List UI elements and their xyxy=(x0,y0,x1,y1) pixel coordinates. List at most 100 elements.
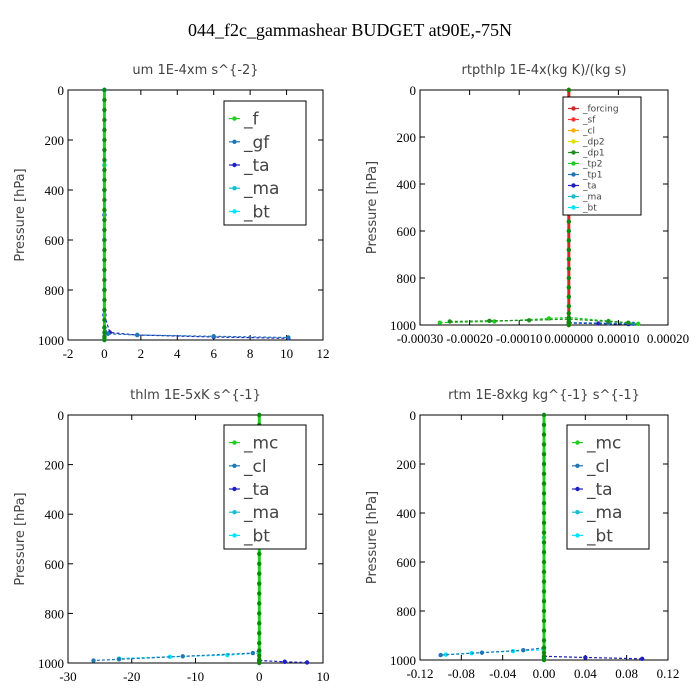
data-point xyxy=(541,608,547,614)
data-point xyxy=(541,481,547,486)
x-tick-label: 6 xyxy=(210,346,217,361)
y-axis-label: Pressure [hPa] xyxy=(365,161,380,254)
data-point xyxy=(541,579,547,584)
x-tick-label: -0.00030 xyxy=(397,331,444,346)
data-point xyxy=(541,645,547,650)
data-point xyxy=(487,318,492,323)
y-axis-label: Pressure [hPa] xyxy=(13,168,28,261)
legend-box xyxy=(562,96,642,216)
data-point xyxy=(447,319,452,324)
data-point xyxy=(167,654,173,659)
legend-label: _mc xyxy=(586,434,621,454)
x-tick-label: 0.04 xyxy=(574,666,597,681)
data-point xyxy=(257,571,262,576)
data-point xyxy=(541,530,547,535)
legend-label: _mc xyxy=(243,434,278,454)
data-point xyxy=(541,412,547,418)
legend-marker xyxy=(575,440,580,445)
legend-label: _cl xyxy=(243,457,267,477)
legend-label: _bt xyxy=(243,202,270,222)
data-point xyxy=(541,510,547,516)
x-tick-label: -0.08 xyxy=(448,666,475,681)
data-point xyxy=(541,638,547,643)
data-point xyxy=(102,277,107,283)
chart-title: um 1E-4xm s^{-2} xyxy=(132,63,258,78)
y-tick-label: 0 xyxy=(410,83,417,98)
data-point xyxy=(102,207,107,213)
data-point xyxy=(180,654,185,659)
data-point xyxy=(102,237,107,243)
legend-marker xyxy=(232,116,237,121)
data-point xyxy=(102,87,107,93)
x-tick-label: 2 xyxy=(138,346,145,361)
data-point xyxy=(566,266,571,271)
x-tick-label: 12 xyxy=(317,346,330,361)
series-line-tp2 xyxy=(439,316,639,325)
data-point xyxy=(541,559,547,565)
legend-marker xyxy=(571,117,576,122)
data-point xyxy=(566,228,571,234)
data-point xyxy=(102,337,107,343)
chart-panel-rtm: rtm 1E-8xkg kg^{-1} s^{-1} Pressure [hPa]… xyxy=(365,388,679,681)
series-line-tp1 xyxy=(568,322,634,325)
data-point xyxy=(211,334,216,339)
data-point xyxy=(541,442,547,447)
y-tick-label: 1000 xyxy=(390,653,416,668)
x-tick-label: 8 xyxy=(247,346,254,361)
data-point xyxy=(443,652,449,657)
legend-label: _dp1 xyxy=(582,149,605,159)
data-point xyxy=(583,655,588,660)
legend-marker xyxy=(232,486,237,492)
y-tick-label: 1000 xyxy=(390,318,416,333)
legend-marker xyxy=(571,128,576,133)
x-tick-label: -2 xyxy=(63,346,74,361)
data-point xyxy=(541,599,547,604)
legend-label: _gf xyxy=(243,133,270,153)
legend-marker xyxy=(232,186,237,191)
legend-marker xyxy=(571,194,576,199)
data-point xyxy=(566,322,571,328)
series-line-cl xyxy=(440,647,545,656)
data-point xyxy=(102,187,107,193)
data-point xyxy=(102,287,107,293)
legend-box xyxy=(566,424,650,550)
data-point xyxy=(541,650,547,655)
x-tick-label: -30 xyxy=(59,669,76,684)
series-line-dp1 xyxy=(449,318,629,324)
data-point xyxy=(541,432,547,437)
y-tick-label: 1000 xyxy=(38,333,64,348)
data-point xyxy=(492,319,497,324)
data-point xyxy=(541,569,547,574)
data-point xyxy=(102,325,107,330)
y-tick-label: 400 xyxy=(397,506,417,521)
chart-panel-um: um 1E-4xm s^{-2} Pressure [hPa] -2 0 2 4 6 8 10 1… xyxy=(13,63,330,361)
y-tick-label: 800 xyxy=(45,283,65,298)
data-point xyxy=(102,257,107,263)
y-axis-label: Pressure [hPa] xyxy=(13,492,28,585)
y-tick-label: 0 xyxy=(58,83,65,98)
chart-title: rtpthlp 1E-4x(kg K)/(kg s) xyxy=(462,63,627,78)
data-point xyxy=(257,551,262,557)
data-point xyxy=(102,107,107,113)
legend-marker xyxy=(571,183,576,188)
data-point xyxy=(541,422,547,427)
y-tick-label: 800 xyxy=(397,271,417,286)
data-point xyxy=(437,320,443,325)
y-tick-label: 1000 xyxy=(38,656,64,671)
legend-label: _dp2 xyxy=(582,138,605,148)
data-point xyxy=(102,247,107,253)
data-point xyxy=(541,540,547,545)
y-tick-label: 600 xyxy=(397,555,417,570)
data-point xyxy=(102,217,107,223)
x-tick-label: 0.08 xyxy=(615,666,638,681)
data-point xyxy=(541,550,547,555)
data-point xyxy=(541,589,547,594)
data-point xyxy=(257,561,262,566)
legend-label: _ma xyxy=(582,193,602,203)
legend-marker xyxy=(575,533,580,538)
data-point xyxy=(566,311,571,316)
data-point xyxy=(541,501,547,506)
data-point xyxy=(102,97,107,103)
x-tick-label: -0.00020 xyxy=(446,331,493,346)
data-point xyxy=(102,137,107,143)
